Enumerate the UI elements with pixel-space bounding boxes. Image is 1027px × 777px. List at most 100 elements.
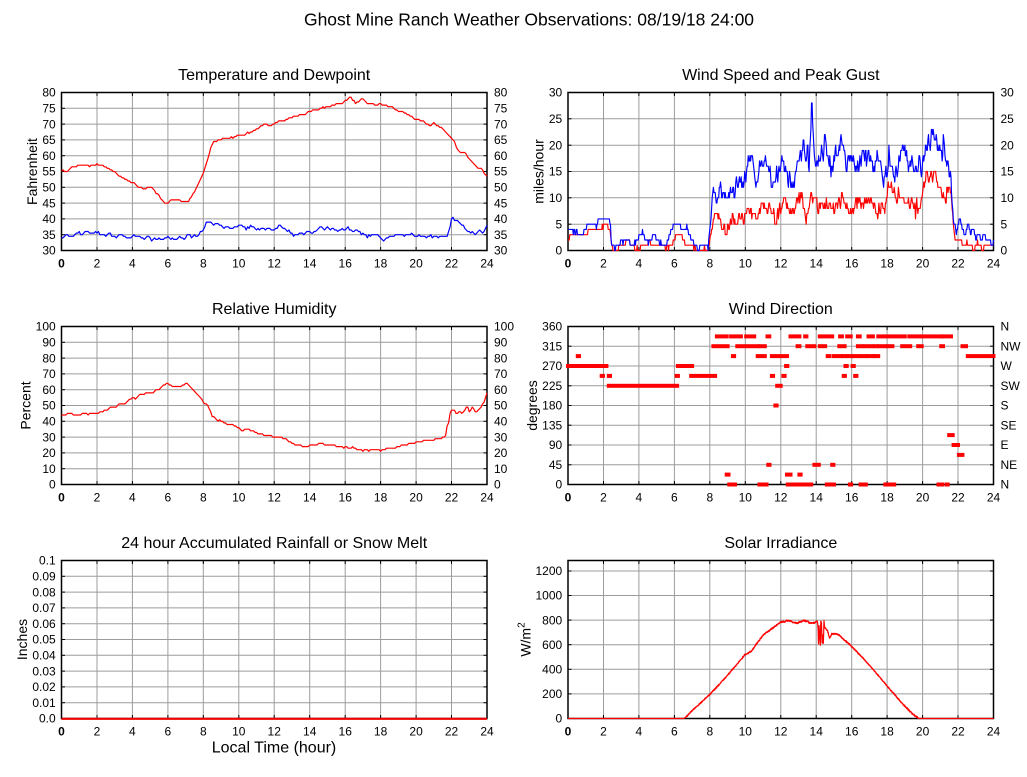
svg-text:70: 70 (494, 117, 508, 131)
svg-text:5: 5 (1001, 217, 1008, 231)
svg-text:16: 16 (845, 257, 859, 271)
svg-text:90: 90 (549, 438, 563, 452)
svg-text:0: 0 (565, 257, 572, 271)
svg-text:2: 2 (600, 725, 607, 739)
svg-text:20: 20 (916, 491, 930, 505)
svg-text:50: 50 (494, 181, 508, 195)
svg-text:4: 4 (636, 491, 643, 505)
svg-text:8: 8 (706, 725, 713, 739)
svg-text:10: 10 (494, 462, 508, 476)
svg-text:4: 4 (636, 257, 643, 271)
svg-text:20: 20 (494, 446, 508, 460)
svg-text:8: 8 (200, 257, 207, 271)
svg-text:12: 12 (774, 257, 788, 271)
svg-text:16: 16 (339, 257, 353, 271)
svg-text:12: 12 (774, 725, 788, 739)
svg-text:5: 5 (556, 217, 563, 231)
svg-text:SE: SE (1001, 418, 1017, 432)
svg-text:30: 30 (42, 244, 56, 258)
svg-text:60: 60 (494, 149, 508, 163)
svg-text:16: 16 (845, 491, 859, 505)
svg-text:miles/hour: miles/hour (531, 139, 547, 204)
svg-text:0.01: 0.01 (32, 696, 56, 710)
svg-text:55: 55 (494, 165, 508, 179)
svg-text:30: 30 (42, 430, 56, 444)
svg-text:800: 800 (542, 613, 562, 627)
svg-text:24: 24 (987, 491, 1001, 505)
svg-text:50: 50 (42, 181, 56, 195)
svg-text:N: N (1001, 478, 1010, 492)
svg-text:24: 24 (480, 257, 494, 271)
svg-text:180: 180 (542, 399, 562, 413)
svg-text:Wind Speed and Peak Gust: Wind Speed and Peak Gust (682, 67, 880, 84)
svg-text:4: 4 (129, 725, 136, 739)
svg-text:1000: 1000 (535, 589, 562, 603)
svg-text:360: 360 (542, 320, 562, 334)
svg-text:10: 10 (232, 257, 246, 271)
svg-text:16: 16 (845, 725, 859, 739)
svg-text:24 hour Accumulated Rainfall o: 24 hour Accumulated Rainfall or Snow Mel… (121, 535, 427, 552)
svg-text:8: 8 (200, 725, 207, 739)
svg-text:2: 2 (600, 257, 607, 271)
svg-text:12: 12 (268, 257, 282, 271)
svg-text:200: 200 (542, 687, 562, 701)
svg-text:W: W (1001, 359, 1013, 373)
svg-text:0: 0 (58, 257, 65, 271)
svg-text:40: 40 (494, 415, 508, 429)
svg-text:80: 80 (42, 86, 56, 100)
svg-text:14: 14 (303, 725, 317, 739)
svg-text:22: 22 (445, 257, 459, 271)
svg-text:22: 22 (445, 725, 459, 739)
svg-text:2: 2 (94, 491, 101, 505)
svg-text:55: 55 (42, 165, 56, 179)
svg-text:24: 24 (987, 725, 1001, 739)
svg-text:18: 18 (880, 725, 894, 739)
svg-text:4: 4 (129, 257, 136, 271)
svg-text:0: 0 (556, 712, 563, 726)
svg-text:24: 24 (987, 257, 1001, 271)
svg-text:225: 225 (542, 379, 562, 393)
svg-text:0.06: 0.06 (32, 617, 56, 631)
svg-text:18: 18 (374, 257, 388, 271)
svg-text:135: 135 (542, 418, 562, 432)
svg-text:14: 14 (810, 491, 824, 505)
svg-text:12: 12 (268, 725, 282, 739)
svg-text:4: 4 (129, 491, 136, 505)
svg-text:SW: SW (1001, 379, 1021, 393)
svg-text:2: 2 (94, 257, 101, 271)
svg-text:90: 90 (42, 336, 56, 350)
svg-text:40: 40 (494, 212, 508, 226)
svg-text:0: 0 (556, 244, 563, 258)
svg-text:14: 14 (810, 257, 824, 271)
svg-text:22: 22 (951, 491, 965, 505)
svg-text:14: 14 (303, 257, 317, 271)
svg-text:75: 75 (42, 102, 56, 116)
svg-text:0.0: 0.0 (39, 712, 56, 726)
svg-text:24: 24 (480, 491, 494, 505)
svg-text:NW: NW (1001, 339, 1022, 353)
svg-text:2: 2 (600, 491, 607, 505)
svg-text:Inches: Inches (14, 619, 30, 660)
svg-text:50: 50 (494, 399, 508, 413)
svg-text:0.05: 0.05 (32, 633, 56, 647)
svg-text:E: E (1001, 438, 1009, 452)
svg-text:70: 70 (42, 367, 56, 381)
svg-text:25: 25 (1001, 112, 1015, 126)
svg-text:1200: 1200 (535, 564, 562, 578)
svg-text:Temperature and Dewpoint: Temperature and Dewpoint (178, 67, 371, 84)
svg-text:80: 80 (42, 351, 56, 365)
svg-text:20: 20 (549, 138, 563, 152)
svg-text:30: 30 (494, 430, 508, 444)
svg-text:0.03: 0.03 (32, 664, 56, 678)
svg-text:35: 35 (42, 228, 56, 242)
svg-text:Solar Irradiance: Solar Irradiance (724, 535, 837, 552)
svg-text:18: 18 (374, 491, 388, 505)
svg-text:8: 8 (706, 491, 713, 505)
svg-text:18: 18 (880, 257, 894, 271)
svg-text:12: 12 (774, 491, 788, 505)
svg-text:0: 0 (58, 725, 65, 739)
svg-text:40: 40 (42, 415, 56, 429)
svg-text:0: 0 (556, 478, 563, 492)
svg-text:100: 100 (36, 320, 56, 334)
svg-text:100: 100 (494, 320, 514, 334)
